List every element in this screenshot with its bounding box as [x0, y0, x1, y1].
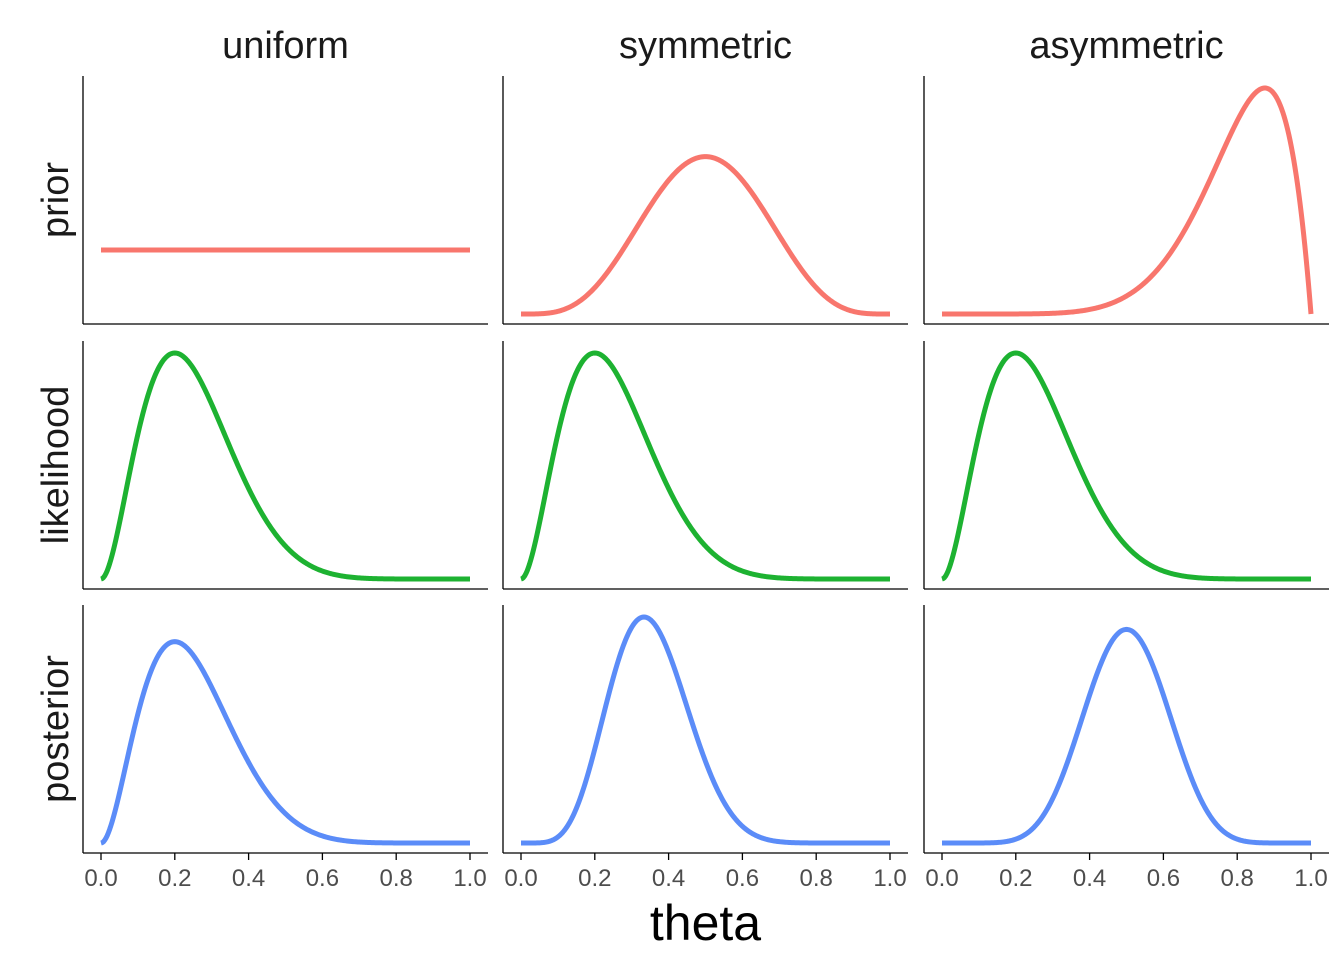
panel-likelihood-uniform [82, 341, 488, 590]
column-strip-label-symmetric: symmetric [619, 25, 792, 67]
x-axis-title: theta [650, 895, 761, 951]
x-tick-label: 0.0 [925, 865, 958, 892]
x-tick-label: 0.2 [158, 865, 191, 892]
panel-likelihood-asymmetric [923, 341, 1329, 590]
density-curve-prior-symmetric [519, 154, 892, 317]
panel-likelihood-symmetric [502, 341, 908, 590]
x-tick-label: 0.2 [999, 865, 1032, 892]
row-strip-label-likelihood: likelihood [35, 386, 77, 544]
panel-prior-uniform [82, 76, 488, 325]
density-curve-posterior-uniform [99, 639, 472, 846]
column-strip-label-asymmetric: asymmetric [1029, 25, 1223, 67]
density-curve-posterior-asymmetric [940, 626, 1313, 846]
x-tick-label: 1.0 [873, 865, 906, 892]
density-curve-likelihood-asymmetric [940, 350, 1313, 582]
x-tick-label: 1.0 [1294, 865, 1327, 892]
x-tick-label: 0.4 [232, 865, 265, 892]
panel-posterior-symmetric: 0.0 0.2 0.4 0.6 0.8 1.0 [502, 605, 908, 892]
row-strip-label-prior: prior [35, 162, 77, 238]
density-curve-likelihood-symmetric [519, 350, 892, 582]
x-tick-label: 1.0 [453, 865, 486, 892]
density-curve-posterior-symmetric [519, 614, 892, 846]
x-tick-label: 0.8 [1221, 865, 1254, 892]
panel-posterior-uniform: 0.0 0.2 0.4 0.6 0.8 1.0 [82, 605, 488, 892]
x-tick-label: 0.0 [84, 865, 117, 892]
density-curve-likelihood-uniform [99, 350, 472, 582]
panel-prior-asymmetric [923, 76, 1329, 325]
x-tick-label: 0.4 [652, 865, 685, 892]
x-tick-label: 0.6 [1147, 865, 1180, 892]
x-tick-label: 0.6 [306, 865, 339, 892]
x-tick-label: 0.0 [504, 865, 537, 892]
x-tick-label: 0.8 [800, 865, 833, 892]
density-curve-prior-asymmetric [940, 85, 1314, 317]
x-tick-label: 0.8 [380, 865, 413, 892]
panel-posterior-asymmetric: 0.0 0.2 0.4 0.6 0.8 1.0 [923, 605, 1329, 892]
x-tick-label: 0.6 [726, 865, 759, 892]
row-strip-label-posterior: posterior [35, 655, 77, 803]
x-tick-label: 0.2 [578, 865, 611, 892]
panel-prior-symmetric [502, 76, 908, 325]
column-strip-label-uniform: uniform [222, 25, 349, 67]
x-tick-label: 0.4 [1073, 865, 1106, 892]
